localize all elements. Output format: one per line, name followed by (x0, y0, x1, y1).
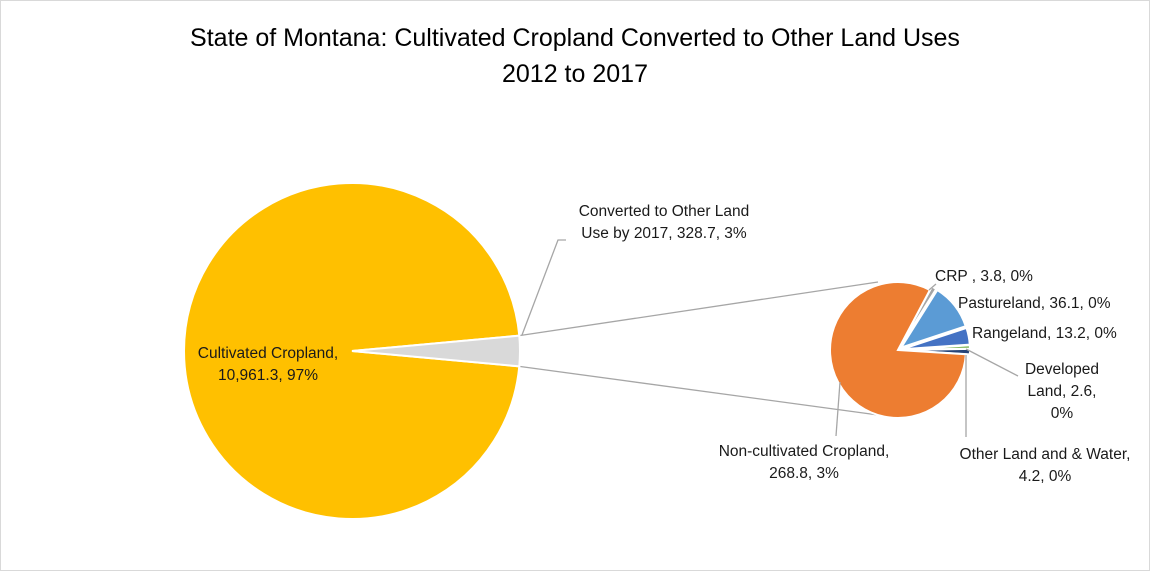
chart-title: State of Montana: Cultivated Cropland Co… (190, 24, 960, 52)
leader-lines (521, 239, 1019, 437)
data-label-pastureland: Pastureland, 36.1, 0% (958, 295, 1111, 312)
data-label-rangeland: Rangeland, 13.2, 0% (972, 325, 1117, 342)
connector-top (519, 281, 879, 337)
slice-cultivated-cropland (183, 182, 521, 520)
connector-bottom (519, 365, 879, 416)
data-label-crp: CRP , 3.8, 0% (935, 268, 1033, 285)
breakdown-pie (829, 281, 972, 419)
slice-converted-to-other-land-use-by-2017 (351, 334, 522, 368)
data-label-non-cultivated-cropland: Non-cultivated Cropland, 268.8, 3% (719, 443, 890, 482)
pie-connector-lines (519, 281, 879, 416)
slice-crp (899, 285, 938, 348)
data-labels: Cultivated Cropland, 10,961.3, 97% Convert… (198, 203, 1131, 485)
data-label-converted-to-other-land-use-by-2017: Converted to Other Land Use by 2017, 328.… (579, 203, 750, 242)
leader-line-crp (928, 283, 937, 291)
leader-line-non-cultivated (835, 381, 841, 437)
data-label-developed-land: Developed Land, 2.6, 0% (1025, 361, 1099, 422)
chart-subtitle: 2012 to 2017 (502, 60, 648, 88)
data-label-other-land-and-water: Other Land and & Water, 4.2, 0% (960, 446, 1131, 485)
data-label-cultivated-cropland: Cultivated Cropland, 10,961.3, 97% (198, 345, 338, 384)
leader-line-converted (521, 239, 566, 336)
main-pie (183, 182, 522, 520)
slice-non-cultivated-cropland (829, 281, 967, 419)
slice-pastureland (898, 288, 967, 350)
leader-line-developed (965, 348, 1019, 377)
